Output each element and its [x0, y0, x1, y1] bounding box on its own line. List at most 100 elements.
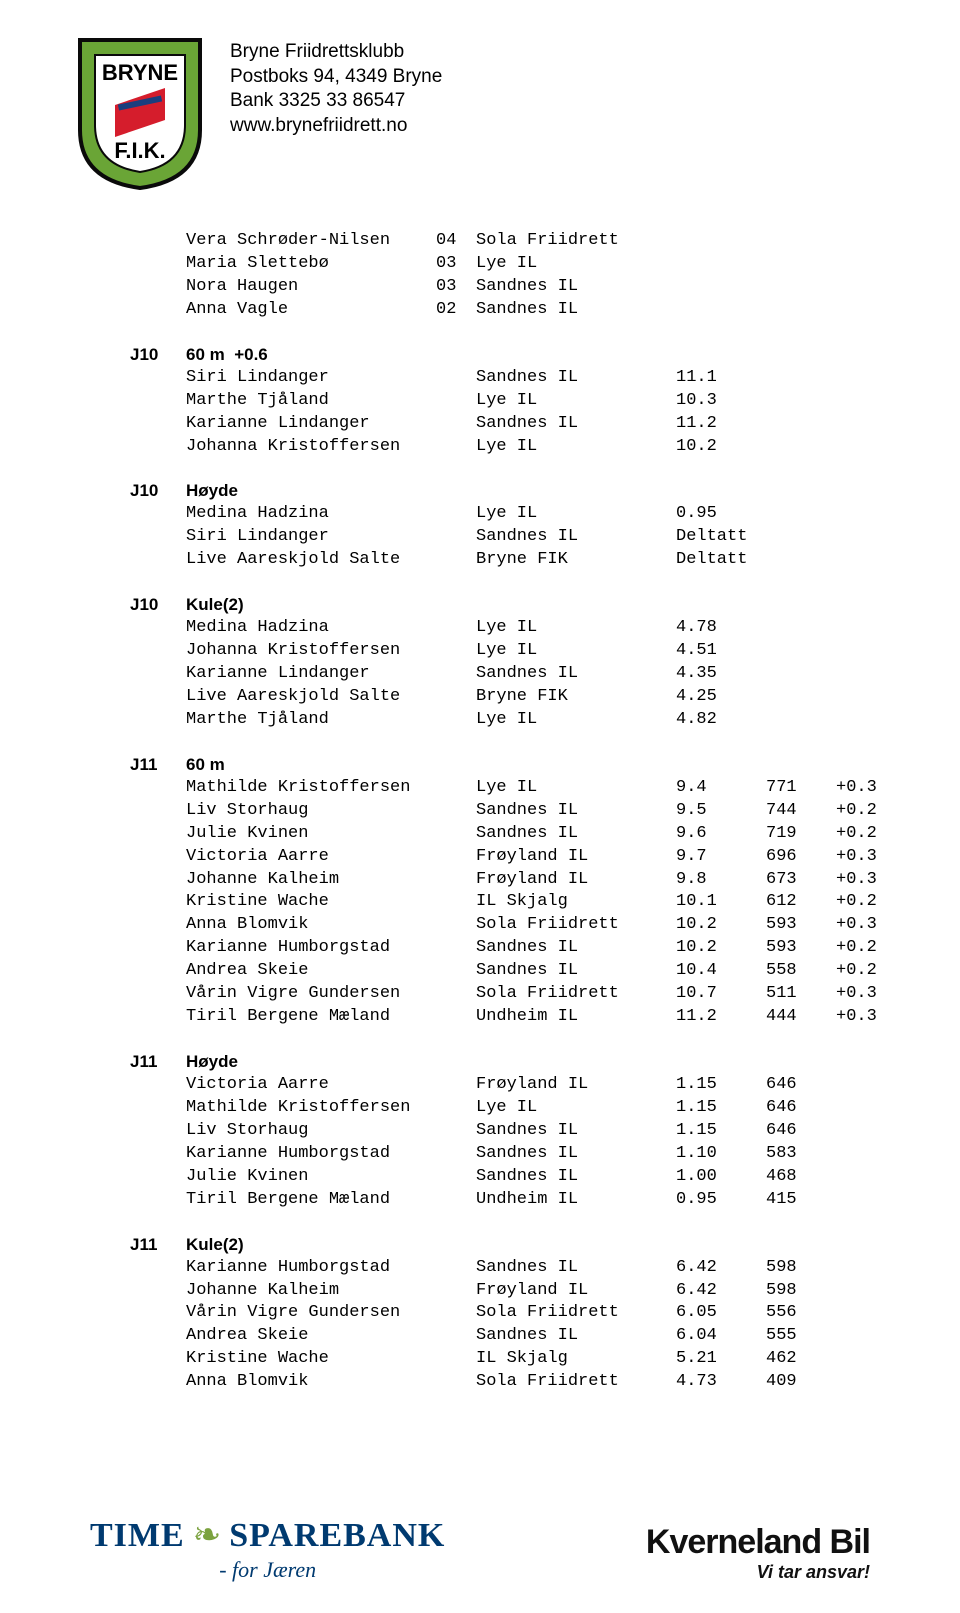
athlete-name: Siri Lindanger	[186, 367, 436, 390]
athlete-club: Sandnes IL	[476, 1257, 676, 1280]
result-value: 10.2	[676, 937, 766, 960]
result-points: 646	[766, 1120, 836, 1143]
athlete-club: Sandnes IL	[476, 1120, 676, 1143]
athlete-club: Sandnes IL	[476, 823, 676, 846]
result-row: Kristine WacheIL Skjalg5.21462	[130, 1348, 870, 1371]
athlete-club: Lye IL	[476, 640, 676, 663]
result-wind	[836, 253, 896, 276]
bank-tagline: - for Jæren	[219, 1557, 316, 1583]
athlete-club: Lye IL	[476, 709, 676, 732]
org-address: Postboks 94, 4349 Bryne	[230, 65, 442, 90]
athlete-year	[436, 367, 476, 390]
athlete-year	[436, 413, 476, 436]
section-header: J10Kule(2)	[130, 594, 870, 617]
section-header: J11Høyde	[130, 1051, 870, 1074]
athlete-name: Vårin Vigre Gundersen	[186, 1302, 436, 1325]
athlete-name: Siri Lindanger	[186, 526, 436, 549]
athlete-year	[436, 869, 476, 892]
result-value: 10.7	[676, 983, 766, 1006]
result-row: Karianne LindangerSandnes IL4.35	[130, 663, 870, 686]
athlete-year	[436, 1371, 476, 1394]
result-points: 744	[766, 800, 836, 823]
result-value: 0.95	[676, 1189, 766, 1212]
sponsor-kverneland: Kverneland Bil Vi tar ansvar!	[646, 1523, 870, 1583]
athlete-name: Karianne Humborgstad	[186, 1257, 436, 1280]
event-label: 60 m +0.6	[186, 344, 268, 367]
athlete-club: Bryne FIK	[476, 549, 676, 572]
result-wind: +0.3	[836, 777, 896, 800]
athlete-year	[436, 891, 476, 914]
result-value: 10.2	[676, 436, 766, 459]
athlete-club: Frøyland IL	[476, 869, 676, 892]
bank-leaf-icon: ❧	[193, 1515, 222, 1555]
athlete-year	[436, 983, 476, 1006]
result-wind	[836, 1325, 896, 1348]
category-label: J11	[130, 1051, 186, 1074]
result-value: 11.1	[676, 367, 766, 390]
results-section: J11HøydeVictoria AarreFrøyland IL1.15646…	[130, 1051, 870, 1212]
result-points	[766, 390, 836, 413]
athlete-name: Nora Haugen	[186, 276, 436, 299]
result-row: Medina HadzinaLye IL0.95	[130, 503, 870, 526]
result-wind	[836, 367, 896, 390]
result-points	[766, 253, 836, 276]
result-points: 583	[766, 1143, 836, 1166]
result-value: 4.82	[676, 709, 766, 732]
athlete-name: Karianne Humborgstad	[186, 1143, 436, 1166]
result-points: 593	[766, 914, 836, 937]
org-website: www.brynefriidrett.no	[230, 114, 442, 139]
result-value: 9.5	[676, 800, 766, 823]
athlete-year	[436, 663, 476, 686]
org-name: Bryne Friidrettsklubb	[230, 40, 442, 65]
result-points	[766, 617, 836, 640]
result-row: Karianne HumborgstadSandnes IL10.2593+0.…	[130, 937, 870, 960]
athlete-year: 04	[436, 230, 476, 253]
section-header: J10Høyde	[130, 480, 870, 503]
result-wind	[836, 413, 896, 436]
result-value: 6.42	[676, 1257, 766, 1280]
athlete-name: Karianne Lindanger	[186, 413, 436, 436]
athlete-club: Sandnes IL	[476, 526, 676, 549]
result-value: 6.42	[676, 1280, 766, 1303]
result-wind	[836, 526, 896, 549]
athlete-year	[436, 823, 476, 846]
athlete-year	[436, 937, 476, 960]
result-row: Vera Schrøder-Nilsen04Sola Friidrett	[130, 230, 870, 253]
result-wind	[836, 1348, 896, 1371]
athlete-year	[436, 1257, 476, 1280]
result-wind	[836, 1166, 896, 1189]
result-points	[766, 230, 836, 253]
athlete-name: Johanne Kalheim	[186, 869, 436, 892]
athlete-year	[436, 526, 476, 549]
result-points	[766, 413, 836, 436]
athlete-year	[436, 1166, 476, 1189]
athlete-year	[436, 1006, 476, 1029]
result-wind	[836, 230, 896, 253]
athlete-year: 02	[436, 299, 476, 322]
result-row: Marthe TjålandLye IL4.82	[130, 709, 870, 732]
result-wind	[836, 1143, 896, 1166]
athlete-club: Frøyland IL	[476, 1074, 676, 1097]
result-value: 9.4	[676, 777, 766, 800]
athlete-club: Undheim IL	[476, 1006, 676, 1029]
event-label: 60 m	[186, 754, 225, 777]
result-wind: +0.3	[836, 846, 896, 869]
athlete-name: Victoria Aarre	[186, 846, 436, 869]
result-value: 4.51	[676, 640, 766, 663]
athlete-name: Maria Slettebø	[186, 253, 436, 276]
athlete-year	[436, 1074, 476, 1097]
section-header: J11Kule(2)	[130, 1234, 870, 1257]
athlete-club: Lye IL	[476, 390, 676, 413]
athlete-club: Lye IL	[476, 777, 676, 800]
result-points: 646	[766, 1097, 836, 1120]
athlete-name: Vera Schrøder-Nilsen	[186, 230, 436, 253]
result-value: 9.8	[676, 869, 766, 892]
results-section: J11Kule(2)Karianne Humborgstad Sandnes IL…	[130, 1234, 870, 1395]
result-row: Mathilde KristoffersenLye IL1.15646	[130, 1097, 870, 1120]
athlete-name: Vårin Vigre Gundersen	[186, 983, 436, 1006]
athlete-name: Anna Vagle	[186, 299, 436, 322]
result-row: Marthe TjålandLye IL10.3	[130, 390, 870, 413]
athlete-year	[436, 640, 476, 663]
athlete-name: Kristine Wache	[186, 891, 436, 914]
athlete-year	[436, 1120, 476, 1143]
